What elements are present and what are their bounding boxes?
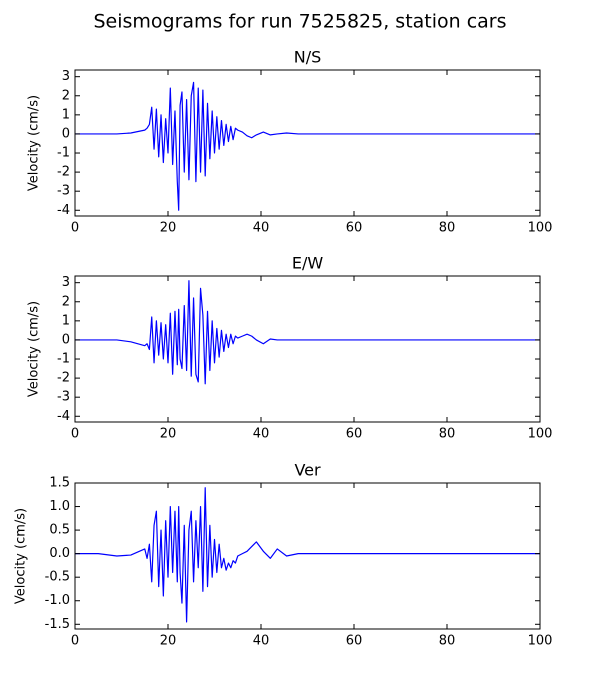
plot-frame <box>74 69 541 217</box>
y-tick-label: -2 <box>57 371 70 386</box>
x-tick-label: 60 <box>346 427 363 442</box>
seismogram-line <box>75 487 540 623</box>
y-tick-label: 0.5 <box>49 523 70 538</box>
x-tick-label: 40 <box>253 427 270 442</box>
x-tick-label: 100 <box>528 427 553 442</box>
y-tick-label: 2 <box>62 294 70 309</box>
plot-frame <box>74 482 541 630</box>
y-tick-label: -0.5 <box>45 570 70 585</box>
y-tick-label: -3 <box>57 390 70 405</box>
y-axis-label: Velocity (cm/s) <box>27 301 42 397</box>
seismogram-line <box>75 81 540 211</box>
y-tick-label: -2 <box>57 165 70 180</box>
x-tick-label: 0 <box>71 427 79 442</box>
y-tick-label: 1.5 <box>49 476 70 491</box>
y-tick-label: 3 <box>62 69 70 84</box>
y-axis-label: Velocity (cm/s) <box>14 508 29 604</box>
x-tick-label: 40 <box>253 221 270 236</box>
subplot-title: E/W <box>292 254 324 273</box>
y-tick-label: -1 <box>57 352 70 367</box>
y-axis-label: Velocity (cm/s) <box>27 95 42 191</box>
y-tick-label: 1 <box>62 313 70 328</box>
y-tick-label: 0 <box>62 126 70 141</box>
y-tick-label: 0 <box>62 332 70 347</box>
y-tick-label: 1.0 <box>49 499 70 514</box>
seismogram-line <box>75 280 540 385</box>
y-tick-label: 0.0 <box>49 546 70 561</box>
y-tick-label: -4 <box>57 409 70 424</box>
x-tick-label: 100 <box>528 634 553 649</box>
y-tick-label: -1 <box>57 146 70 161</box>
subplot-title: Ver <box>294 461 321 480</box>
x-tick-label: 40 <box>253 634 270 649</box>
subplot-title: N/S <box>294 48 322 67</box>
x-tick-label: 20 <box>160 221 177 236</box>
figure-title: Seismograms for run 7525825, station car… <box>93 11 506 33</box>
x-tick-label: 0 <box>71 221 79 236</box>
x-tick-label: 20 <box>160 634 177 649</box>
x-tick-label: 80 <box>439 427 456 442</box>
x-tick-label: 0 <box>71 634 79 649</box>
y-tick-label: 3 <box>62 275 70 290</box>
x-tick-label: 80 <box>439 634 456 649</box>
y-tick-label: -3 <box>57 184 70 199</box>
y-tick-label: 1 <box>62 107 70 122</box>
y-tick-label: 2 <box>62 88 70 103</box>
x-tick-label: 80 <box>439 221 456 236</box>
plot-frame <box>74 275 541 423</box>
x-tick-label: 20 <box>160 427 177 442</box>
y-tick-label: -1.0 <box>45 593 70 608</box>
x-tick-label: 100 <box>528 221 553 236</box>
x-tick-label: 60 <box>346 221 363 236</box>
y-tick-label: -4 <box>57 203 70 218</box>
x-tick-label: 60 <box>346 634 363 649</box>
y-tick-label: -1.5 <box>45 617 70 632</box>
